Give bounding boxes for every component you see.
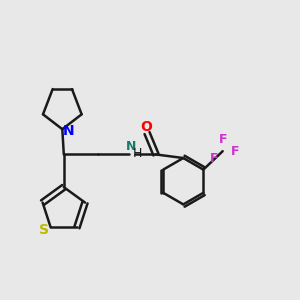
Text: N: N bbox=[125, 140, 136, 153]
Text: N: N bbox=[63, 124, 75, 138]
Text: H: H bbox=[133, 147, 142, 160]
Text: F: F bbox=[209, 152, 218, 165]
Text: O: O bbox=[140, 119, 152, 134]
Text: F: F bbox=[231, 145, 239, 158]
Text: F: F bbox=[219, 134, 227, 146]
Text: S: S bbox=[39, 224, 49, 238]
